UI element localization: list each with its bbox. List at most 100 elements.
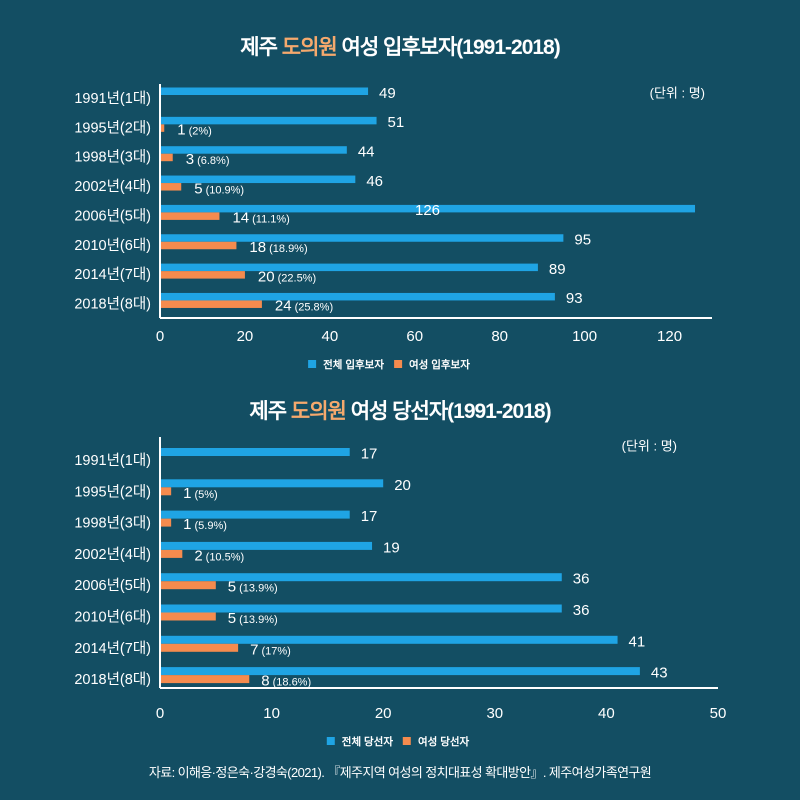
- elected-female-count-1995: 1: [183, 485, 191, 502]
- source-note: 자료: 이해응·정은숙·강경숙(2021). 『제주지역 여성의 정치대표성 확…: [148, 765, 652, 780]
- elected-female-count-2018: 8: [261, 673, 269, 690]
- candidates-female-value-label-2018: 24 (25.8%): [275, 298, 333, 315]
- legend-item-female-elected: 여성 당선자: [403, 734, 469, 749]
- legend-label-female: 여성 입후보자: [409, 358, 470, 371]
- elected-female-bar-2010: [160, 612, 216, 621]
- elected-female-share-2014: (17%): [261, 645, 290, 657]
- legend-swatch-total: [308, 360, 317, 368]
- candidates-category-label-2014: 2014년(7대): [74, 266, 151, 283]
- candidates-category-label-1991: 1991년(1대): [74, 90, 151, 107]
- legend-swatch-female: [403, 737, 411, 745]
- candidates-plot-area: (단위 : 명) 1991년(1대) 49 1995년(2대) 51 1 (2%) 1998년…: [74, 84, 712, 345]
- candidates-female-bar-2002: [160, 183, 182, 191]
- candidates-category-label-2018: 2018년(8대): [74, 295, 151, 312]
- candidates-total-value-label-1991: 49: [379, 85, 396, 102]
- candidates-category-label-2010: 2010년(6대): [74, 237, 151, 254]
- elected-female-bar-2006: [160, 581, 216, 590]
- elected-female-value-label-2006: 5 (13.9%): [228, 579, 278, 596]
- candidates-female-bar-1998: [160, 153, 173, 162]
- elected-category-label-2002: 2002년(4대): [74, 546, 151, 563]
- elected-category-label-2014: 2014년(7대): [74, 640, 151, 657]
- title-highlight: 도의원: [281, 36, 338, 59]
- elected-total-value-label-1991: 17: [361, 446, 378, 463]
- elected-x-tick-label: 40: [598, 705, 615, 722]
- elected-female-share-2002: (10.5%): [206, 551, 245, 563]
- elected-category-label-1995: 1995년(2대): [74, 483, 151, 500]
- elected-total-value-label-1995: 20: [394, 477, 411, 494]
- elected-total-bar-2006: [160, 573, 562, 582]
- elected-unit-label: (단위 : 명): [622, 439, 677, 454]
- elected-category-label-2006: 2006년(5대): [74, 577, 151, 594]
- candidates-total-bar-2002: [160, 175, 356, 184]
- candidates-total-bar-2018: [160, 292, 555, 301]
- candidates-female-value-label-2010: 18 (18.9%): [249, 239, 307, 256]
- candidates-female-count-2010: 18: [249, 239, 266, 256]
- candidates-total-bar-2014: [160, 263, 538, 272]
- candidates-unit-label: (단위 : 명): [650, 86, 705, 101]
- candidates-chart-title: 제주 도의원 여성 입후보자(1991-2018): [0, 34, 800, 62]
- candidates-category-label-2006: 2006년(5대): [74, 207, 151, 224]
- candidates-female-share-2002: (10.9%): [206, 184, 245, 196]
- elected-total-bar-1998: [160, 510, 350, 519]
- candidates-female-count-1998: 3: [186, 151, 194, 168]
- elected-total-bar-2010: [160, 604, 562, 613]
- elected-female-value-label-1995: 1 (5%): [183, 485, 218, 502]
- elected-total-bar-2018: [160, 667, 640, 676]
- candidates-female-value-label-2002: 5 (10.9%): [194, 180, 244, 197]
- candidates-total-value-label-2014: 89: [549, 261, 566, 278]
- candidates-female-bar-2014: [160, 271, 245, 279]
- elected-x-tick-label: 30: [486, 705, 503, 722]
- candidates-female-share-1995: (2%): [189, 126, 212, 138]
- candidates-total-bar-1998: [160, 146, 347, 154]
- elected-total-value-label-2006: 36: [573, 571, 590, 588]
- candidates-x-tick-label: 100: [572, 328, 597, 345]
- candidates-female-bar-2018: [160, 300, 262, 308]
- candidates-female-share-2010: (18.9%): [269, 243, 308, 255]
- elected-total-value-label-2018: 43: [651, 665, 668, 682]
- elected-female-count-2010: 5: [228, 610, 236, 627]
- candidates-female-share-2014: (22.5%): [278, 272, 317, 284]
- elected-total-bar-1995: [160, 479, 384, 488]
- candidates-total-value-label-2002: 46: [366, 173, 383, 190]
- elected-female-share-2010: (13.9%): [239, 614, 278, 626]
- elected-total-bar-1991: [160, 448, 350, 456]
- elected-female-count-1998: 1: [183, 516, 191, 533]
- candidates-female-count-1995: 1: [177, 122, 185, 139]
- elected-female-value-label-2002: 2 (10.5%): [194, 547, 244, 564]
- candidates-legend: 전체 입후보자 여성 입후보자: [303, 356, 475, 372]
- elected-female-bar-1995: [160, 487, 172, 496]
- candidates-total-bar-1991: [160, 87, 369, 95]
- elected-female-share-1998: (5.9%): [195, 520, 227, 532]
- legend-item-total-candidates: 전체 입후보자: [308, 357, 384, 372]
- elected-total-value-label-2002: 19: [383, 539, 400, 556]
- elected-chart-title: 제주 도의원 여성 당선자(1991-2018): [0, 398, 800, 426]
- candidates-total-value-label-2018: 93: [566, 290, 583, 307]
- title-highlight: 도의원: [290, 400, 347, 423]
- candidates-total-bar-2006: [160, 204, 696, 213]
- elected-female-value-label-2010: 5 (13.9%): [228, 610, 278, 627]
- elected-female-count-2014: 7: [250, 641, 258, 658]
- elected-total-bar-2002: [160, 541, 373, 550]
- elected-x-tick-label: 10: [263, 705, 280, 722]
- legend-label-total: 전체 당선자: [341, 735, 393, 748]
- elected-female-value-label-1998: 1 (5.9%): [183, 516, 227, 533]
- elected-total-bar-2014: [160, 635, 618, 644]
- candidates-female-count-2002: 5: [194, 180, 202, 197]
- elected-category-label-1998: 1998년(3대): [74, 515, 151, 532]
- candidates-total-value-label-1995: 51: [388, 114, 405, 131]
- candidates-female-value-label-2014: 20 (22.5%): [258, 268, 316, 285]
- candidates-x-tick-label: 40: [322, 328, 339, 345]
- elected-female-bar-2014: [160, 643, 239, 652]
- title-suffix: 여성 입후보자(1991-2018): [336, 36, 561, 59]
- candidates-female-share-1998: (6.8%): [197, 155, 229, 167]
- legend-swatch-female: [394, 360, 402, 368]
- elected-category-label-1991: 1991년(1대): [74, 452, 151, 469]
- candidates-female-bar-2010: [160, 241, 237, 250]
- elected-female-share-2006: (13.9%): [239, 583, 278, 595]
- candidates-total-value-label-1998: 44: [358, 143, 375, 160]
- candidates-x-tick-label: 80: [491, 328, 508, 345]
- legend-label-female: 여성 당선자: [418, 735, 470, 748]
- candidates-bar-chart: (단위 : 명) 1991년(1대) 49 1995년(2대) 51 1 (2%) 1998년…: [74, 84, 712, 345]
